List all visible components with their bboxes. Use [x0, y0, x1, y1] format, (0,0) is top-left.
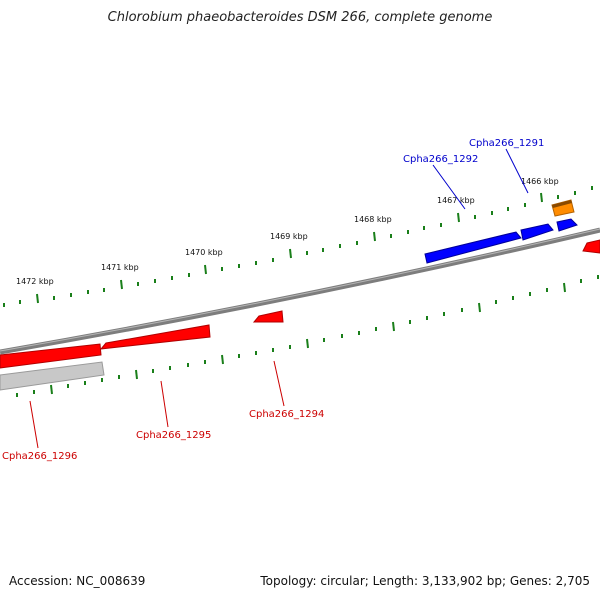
- gene-label[interactable]: Cpha266_1291: [469, 138, 544, 149]
- gene-edge-arrow[interactable]: [582, 239, 600, 254]
- tick-major: [392, 321, 395, 332]
- inner-tick-row: [16, 275, 599, 397]
- non-coding-feature[interactable]: [0, 361, 105, 391]
- scale-label: 1471 kbp: [101, 263, 139, 272]
- gene-cpha266-1292-arrow[interactable]: [520, 223, 554, 241]
- gene-cpha266-1295-arrow[interactable]: [99, 324, 211, 350]
- genome-backbone-highlight: [0, 228, 600, 352]
- leader-lines: [29, 148, 529, 449]
- tick-major: [204, 264, 207, 275]
- tick-major: [306, 338, 309, 349]
- gene-labels: Cpha266_1291 Cpha266_1292 Cpha266_1294 C…: [2, 138, 544, 462]
- tick-major: [289, 248, 292, 259]
- tick-major: [540, 192, 543, 203]
- forward-strand-features: [424, 199, 578, 264]
- gene-cpha266-1291-arrow[interactable]: [556, 218, 578, 232]
- tick-major: [221, 354, 224, 365]
- gene-cpha266-1293-arrow[interactable]: [424, 231, 522, 264]
- tick-minor-group: [3, 186, 593, 307]
- tick-major: [36, 293, 39, 304]
- scale-label: 1468 kbp: [354, 215, 392, 224]
- gene-label[interactable]: Cpha266_1295: [136, 430, 211, 441]
- tick-major: [120, 279, 123, 290]
- accession-label: Accession: NC_008639: [9, 574, 146, 588]
- map-title: Chlorobium phaeobacteroides DSM 266, com…: [107, 10, 493, 25]
- tick-major: [50, 384, 53, 395]
- tick-major: [135, 369, 138, 380]
- tick-major: [373, 231, 376, 242]
- gene-cpha266-1296-arrow[interactable]: [0, 343, 102, 369]
- scale-label: 1469 kbp: [270, 232, 308, 241]
- genome-summary: Topology: circular; Length: 3,133,902 bp…: [260, 574, 590, 588]
- scale-label: 1466 kbp: [521, 177, 559, 186]
- scale-label: 1472 kbp: [16, 277, 54, 286]
- tick-major: [457, 212, 460, 223]
- scale-label: 1467 kbp: [437, 196, 475, 205]
- gene-label[interactable]: Cpha266_1296: [2, 451, 77, 462]
- reverse-strand-features: [0, 239, 600, 391]
- genome-backbone: [0, 227, 600, 355]
- rna-gene-arrow-top: [552, 200, 572, 208]
- tick-major: [563, 282, 566, 293]
- scale-labels: 1466 kbp 1467 kbp 1468 kbp 1469 kbp 1470…: [16, 177, 559, 286]
- tick-major: [478, 302, 481, 313]
- outer-tick-row: [3, 186, 593, 307]
- gene-label[interactable]: Cpha266_1294: [249, 409, 324, 420]
- gene-cpha266-1294-arrow[interactable]: [252, 310, 284, 323]
- gene-label[interactable]: Cpha266_1292: [403, 154, 478, 165]
- scale-label: 1470 kbp: [185, 248, 223, 257]
